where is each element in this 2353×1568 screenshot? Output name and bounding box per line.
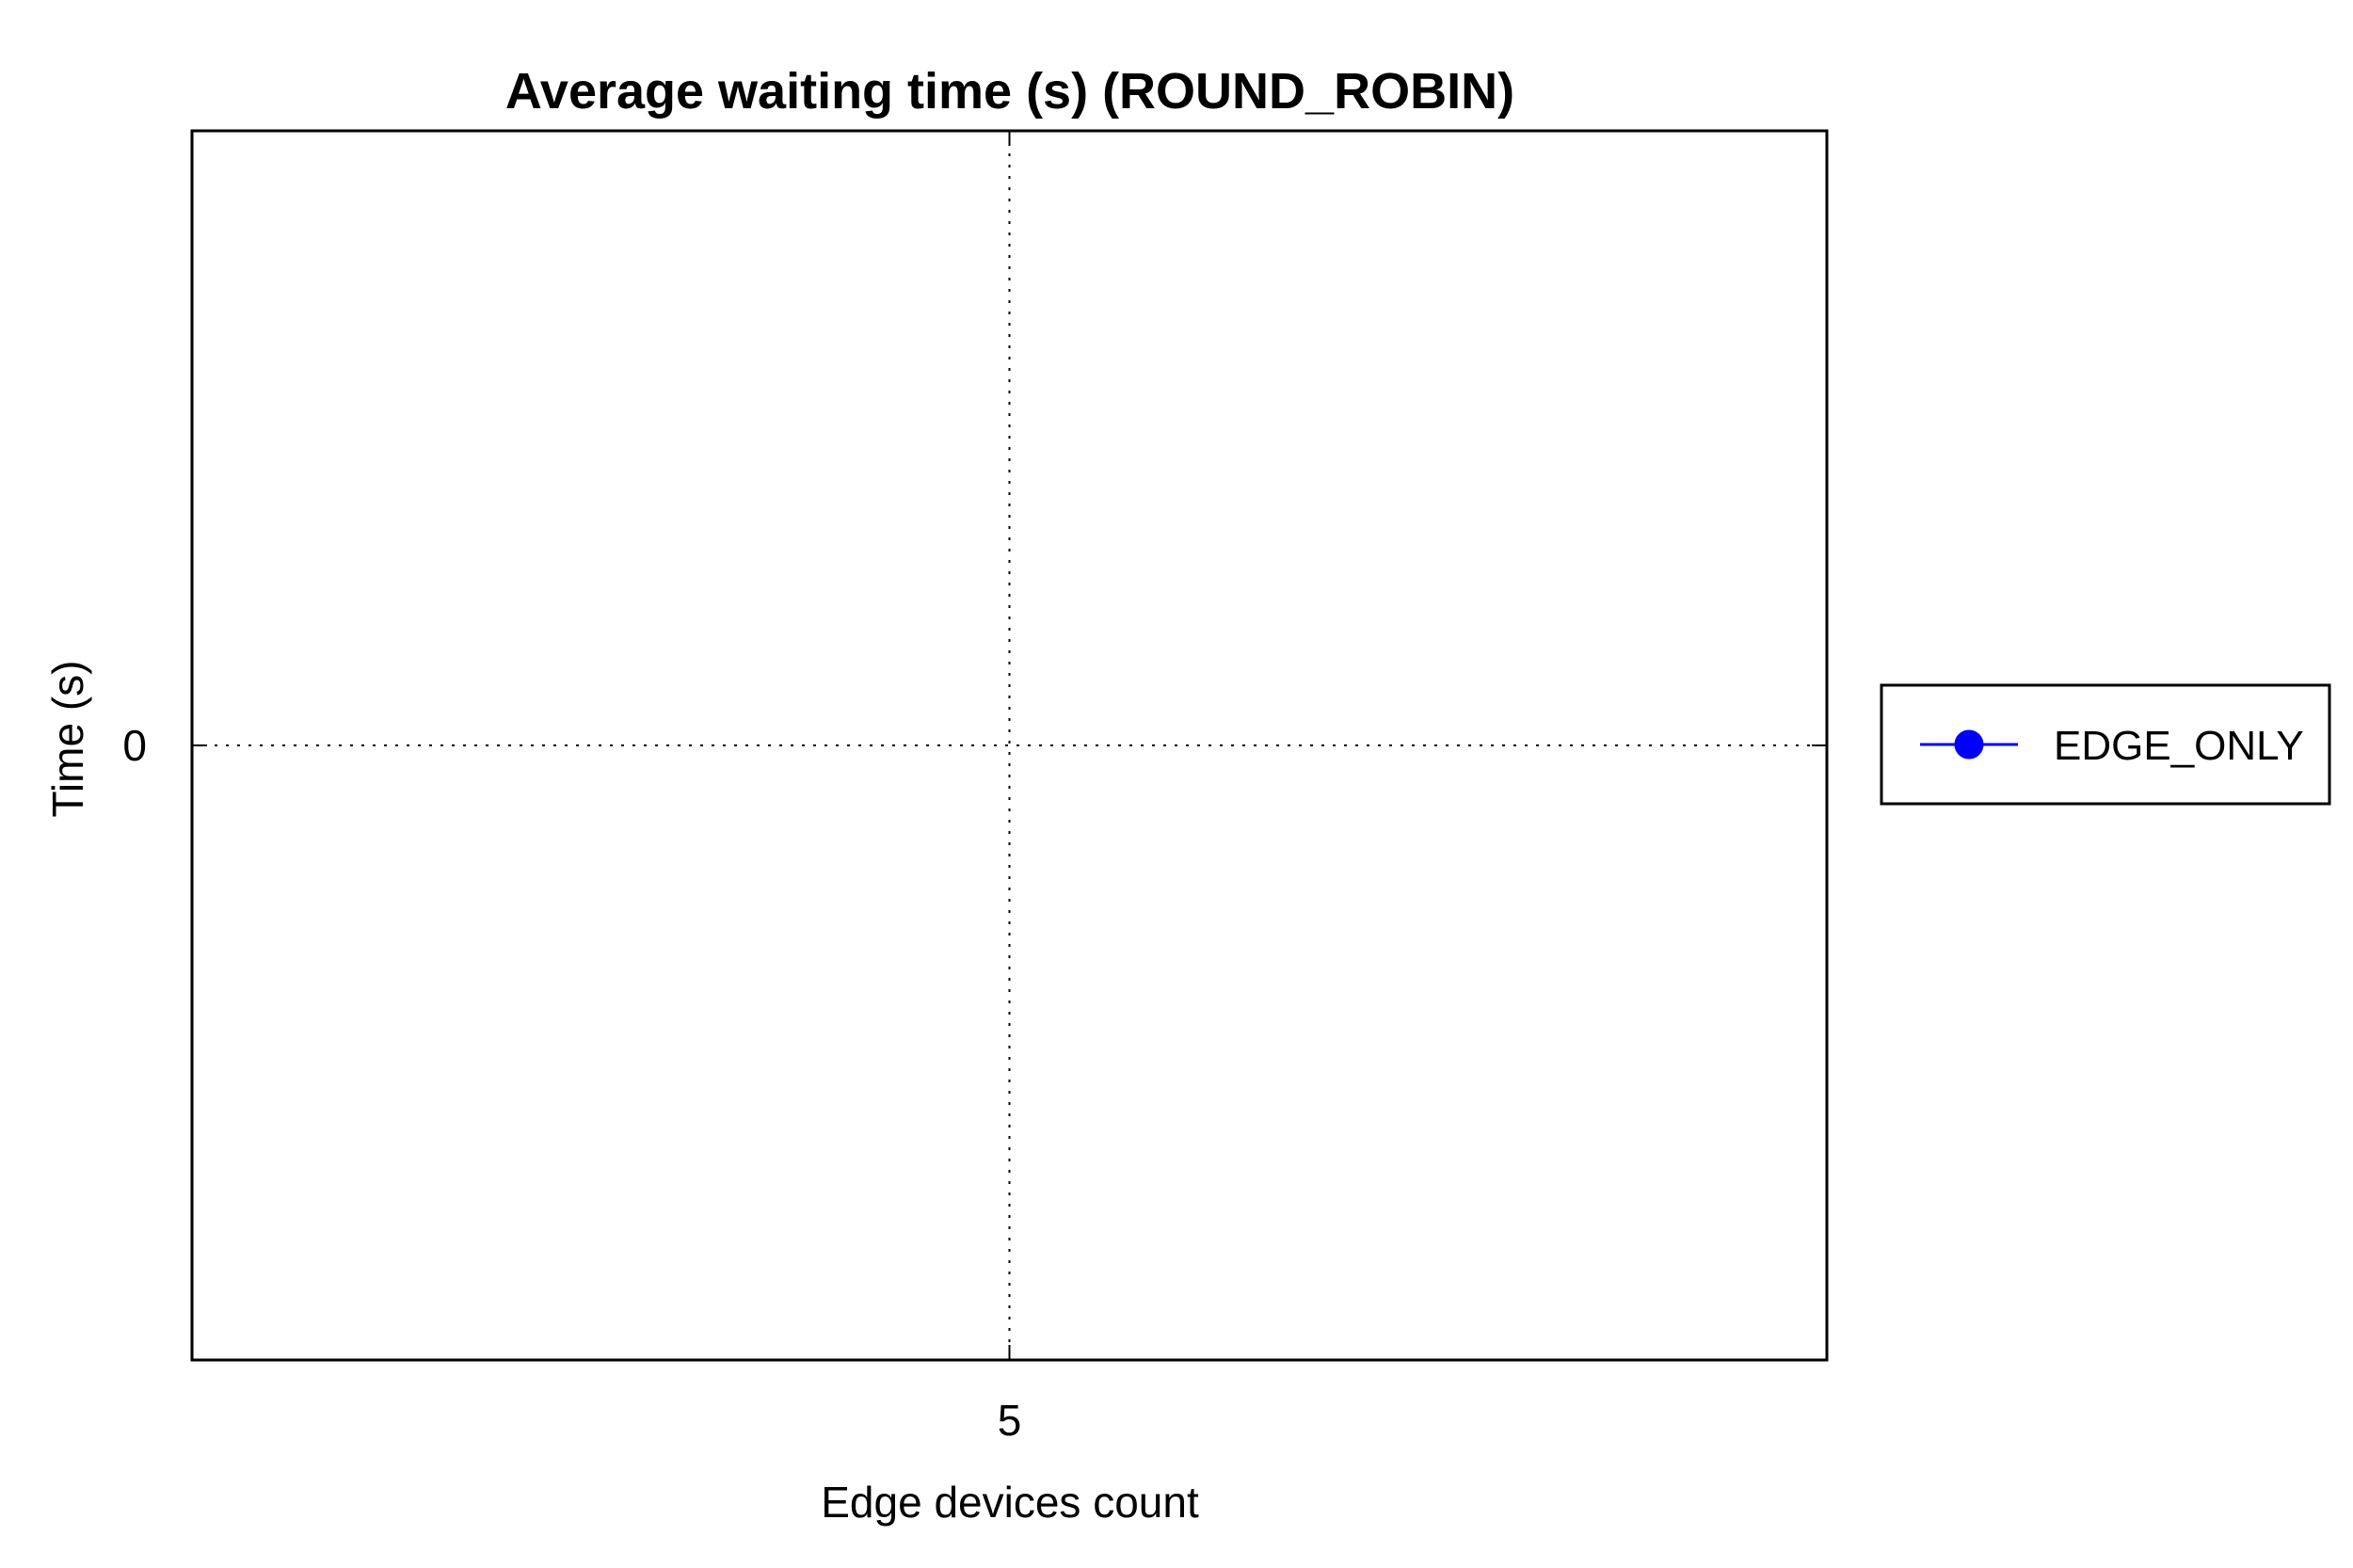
legend-items: EDGE_ONLY (1920, 723, 2304, 769)
y-axis-label: Time (s) (43, 661, 92, 818)
grid-lines (192, 131, 1827, 1360)
y-tick-label-0: 0 (122, 721, 147, 770)
legend: EDGE_ONLY (1880, 683, 2331, 806)
axis-ticks: 50 (122, 131, 1827, 1445)
chart-title: Average waiting time (s) (ROUND_ROBIN) (505, 63, 1514, 120)
x-tick-label-0: 5 (998, 1396, 1022, 1445)
legend-label-0: EDGE_ONLY (2054, 723, 2304, 769)
legend-marker-0 (1954, 729, 1984, 760)
x-axis-label: Edge devices count (821, 1478, 1199, 1527)
